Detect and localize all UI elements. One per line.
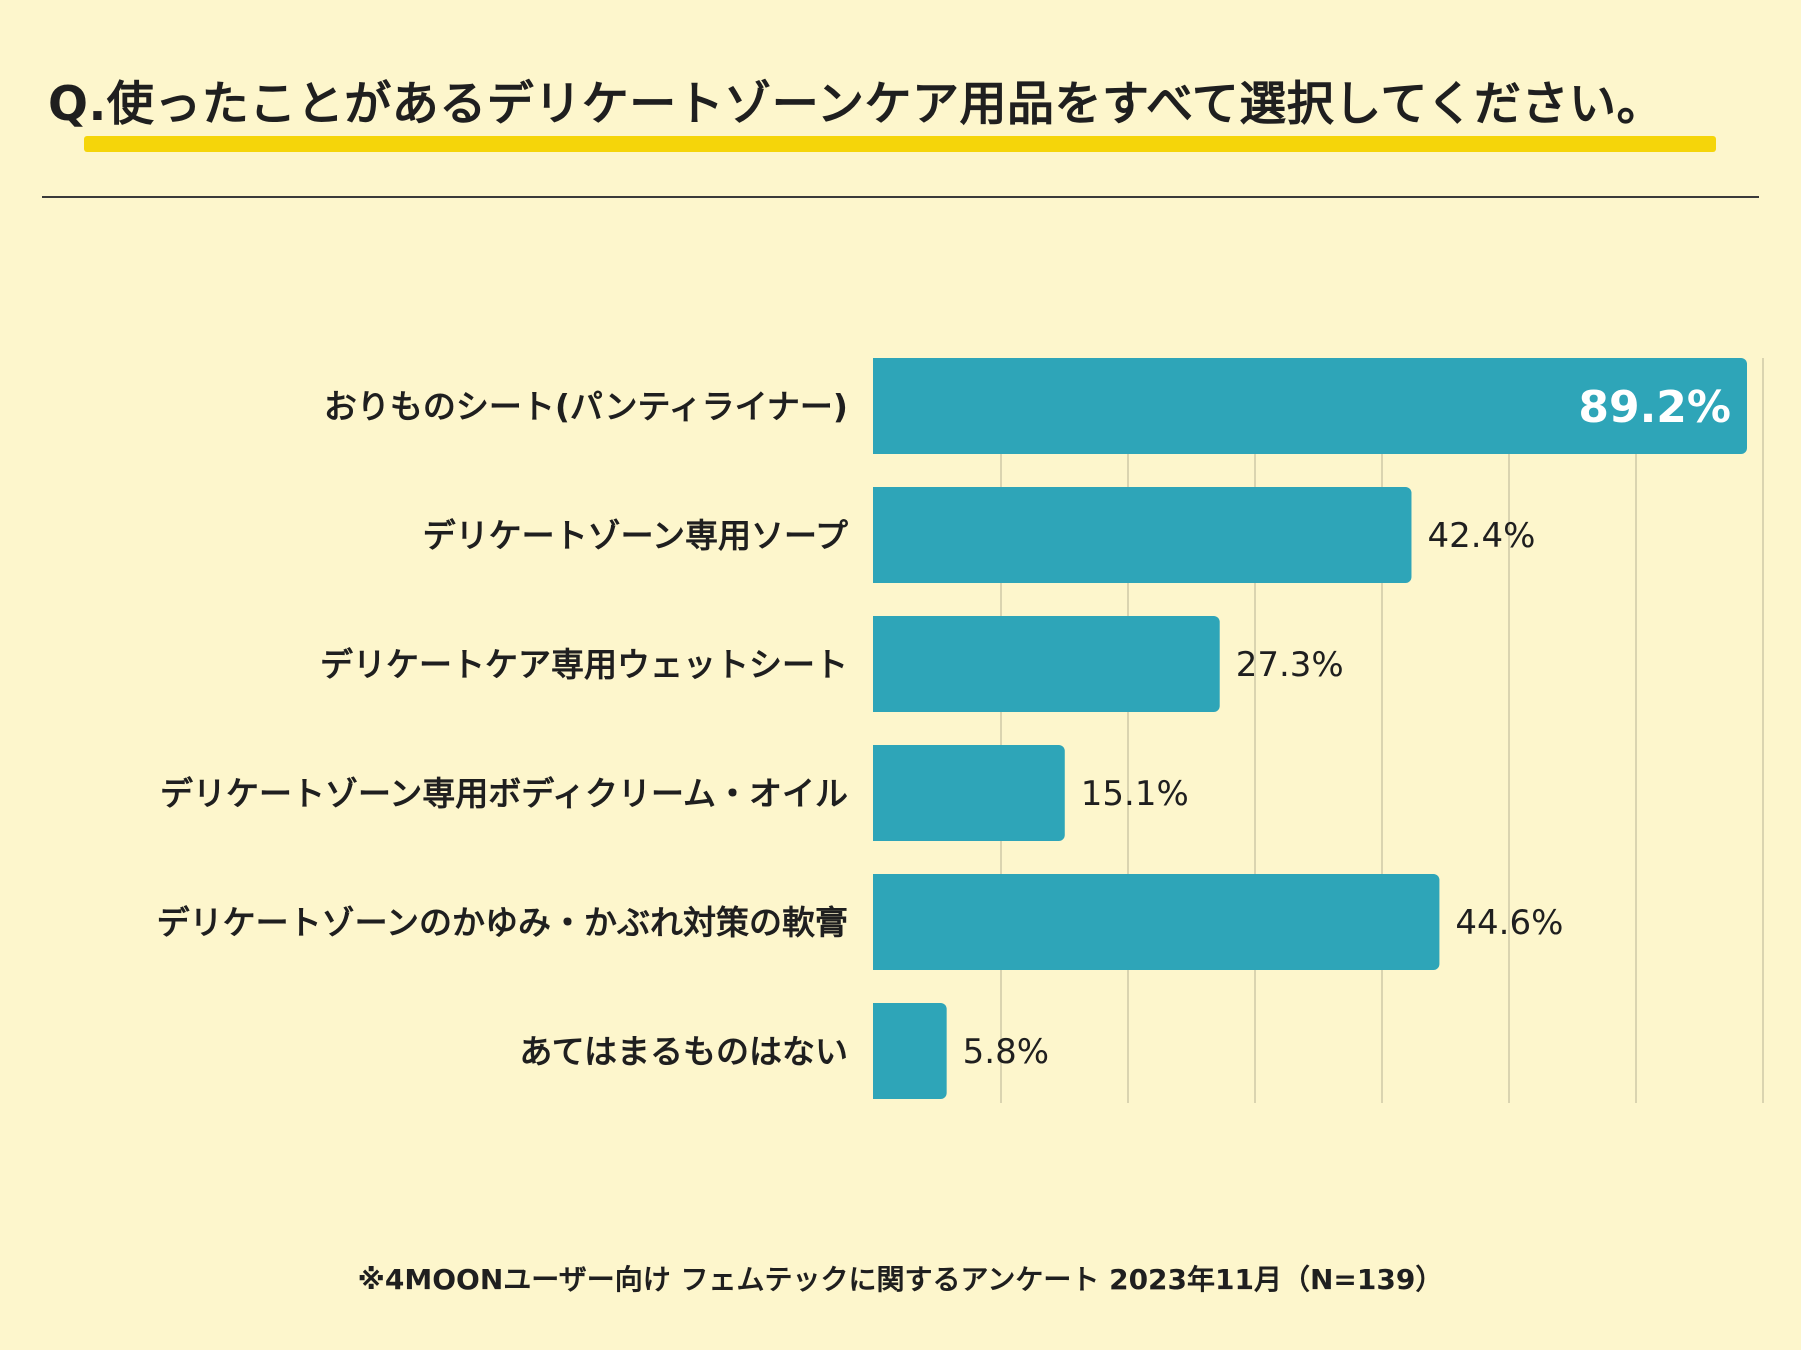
value-label-2: 42.4% bbox=[1427, 516, 1535, 556]
value-label-4: 15.1% bbox=[1081, 774, 1189, 814]
bar-1 bbox=[873, 358, 1747, 454]
value-label-1: 89.2% bbox=[1578, 382, 1731, 433]
bar-6 bbox=[873, 1003, 947, 1099]
category-label-5: デリケートゾーンのかゆみ・かぶれ対策の軟膏 bbox=[157, 903, 848, 942]
bar-1-edge bbox=[873, 358, 881, 454]
labels: おりものシート(パンティライナー) 89.2% デリケートゾーン専用ソープ 42.4%… bbox=[157, 382, 1731, 1072]
bars bbox=[873, 358, 1747, 1099]
chart-title: Q.使ったことがあるデリケートゾーンケア用品をすべて選択してください。 bbox=[48, 77, 1664, 132]
bar-5-edge bbox=[873, 874, 881, 970]
bar-4 bbox=[873, 745, 1065, 841]
category-label-4: デリケートゾーン専用ボディクリーム・オイル bbox=[160, 774, 848, 813]
grid-lines bbox=[1000, 358, 1764, 1103]
source-footnote: ※4MOONユーザー向け フェムテックに関するアンケート 2023年11月（N=… bbox=[357, 1263, 1444, 1296]
bar-4-edge bbox=[873, 745, 881, 841]
bar-chart: おりものシート(パンティライナー) 89.2% デリケートゾーン専用ソープ 42.4%… bbox=[157, 358, 1764, 1103]
bar-5 bbox=[873, 874, 1440, 970]
value-label-6: 5.8% bbox=[963, 1032, 1049, 1072]
category-label-3: デリケートケア専用ウェットシート bbox=[320, 645, 848, 684]
title-divider bbox=[42, 196, 1759, 198]
category-label-6: あてはまるものはない bbox=[519, 1032, 848, 1071]
category-label-1: おりものシート(パンティライナー) bbox=[324, 387, 848, 426]
bar-3 bbox=[873, 616, 1220, 712]
title-underline bbox=[84, 136, 1716, 152]
title-block: Q.使ったことがあるデリケートゾーンケア用品をすべて選択してください。 bbox=[48, 70, 1748, 160]
bar-2-edge bbox=[873, 487, 881, 583]
value-label-3: 27.3% bbox=[1236, 645, 1344, 685]
category-label-2: デリケートゾーン専用ソープ bbox=[423, 516, 849, 555]
value-label-5: 44.6% bbox=[1455, 903, 1563, 943]
bar-6-edge bbox=[873, 1003, 881, 1099]
bar-2 bbox=[873, 487, 1412, 583]
bar-3-edge bbox=[873, 616, 881, 712]
